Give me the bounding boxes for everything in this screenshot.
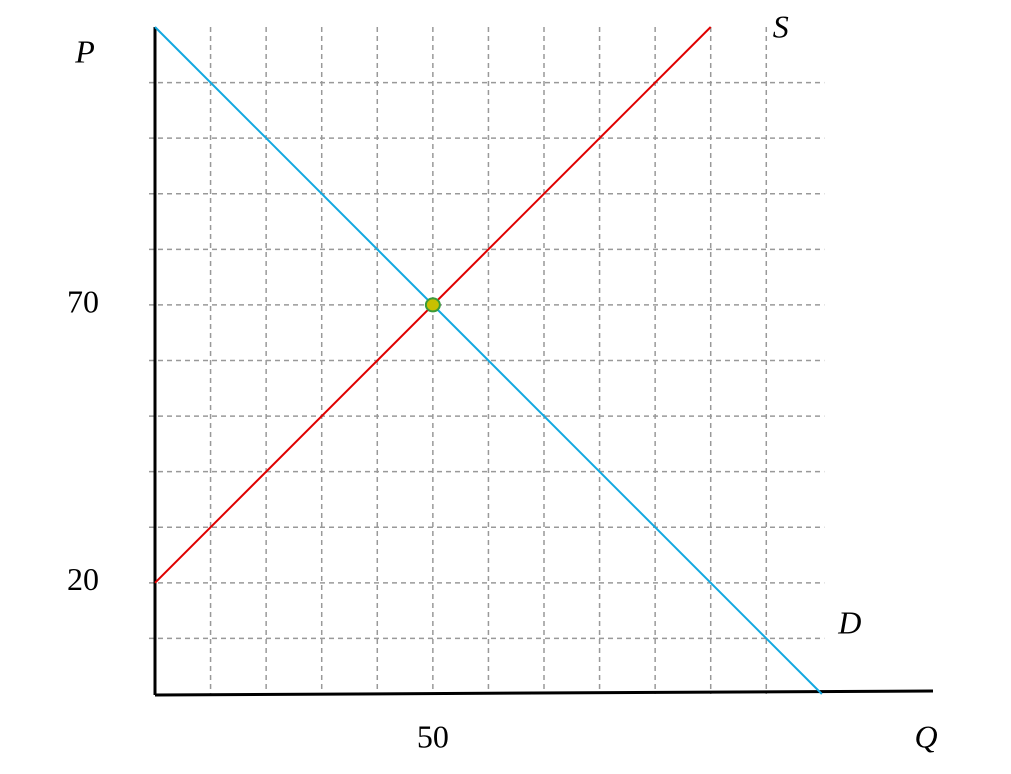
y-tick-label: 20 xyxy=(67,561,99,597)
y-axis-label: P xyxy=(74,33,95,69)
x-tick-label: 50 xyxy=(417,718,449,754)
series-label: D xyxy=(837,604,861,640)
series-line xyxy=(154,26,823,695)
x-axis xyxy=(154,689,934,697)
x-axis-label: Q xyxy=(914,718,937,754)
equilibrium-point xyxy=(424,297,441,313)
y-tick-label: 70 xyxy=(67,283,99,319)
series-label: S xyxy=(773,8,789,44)
